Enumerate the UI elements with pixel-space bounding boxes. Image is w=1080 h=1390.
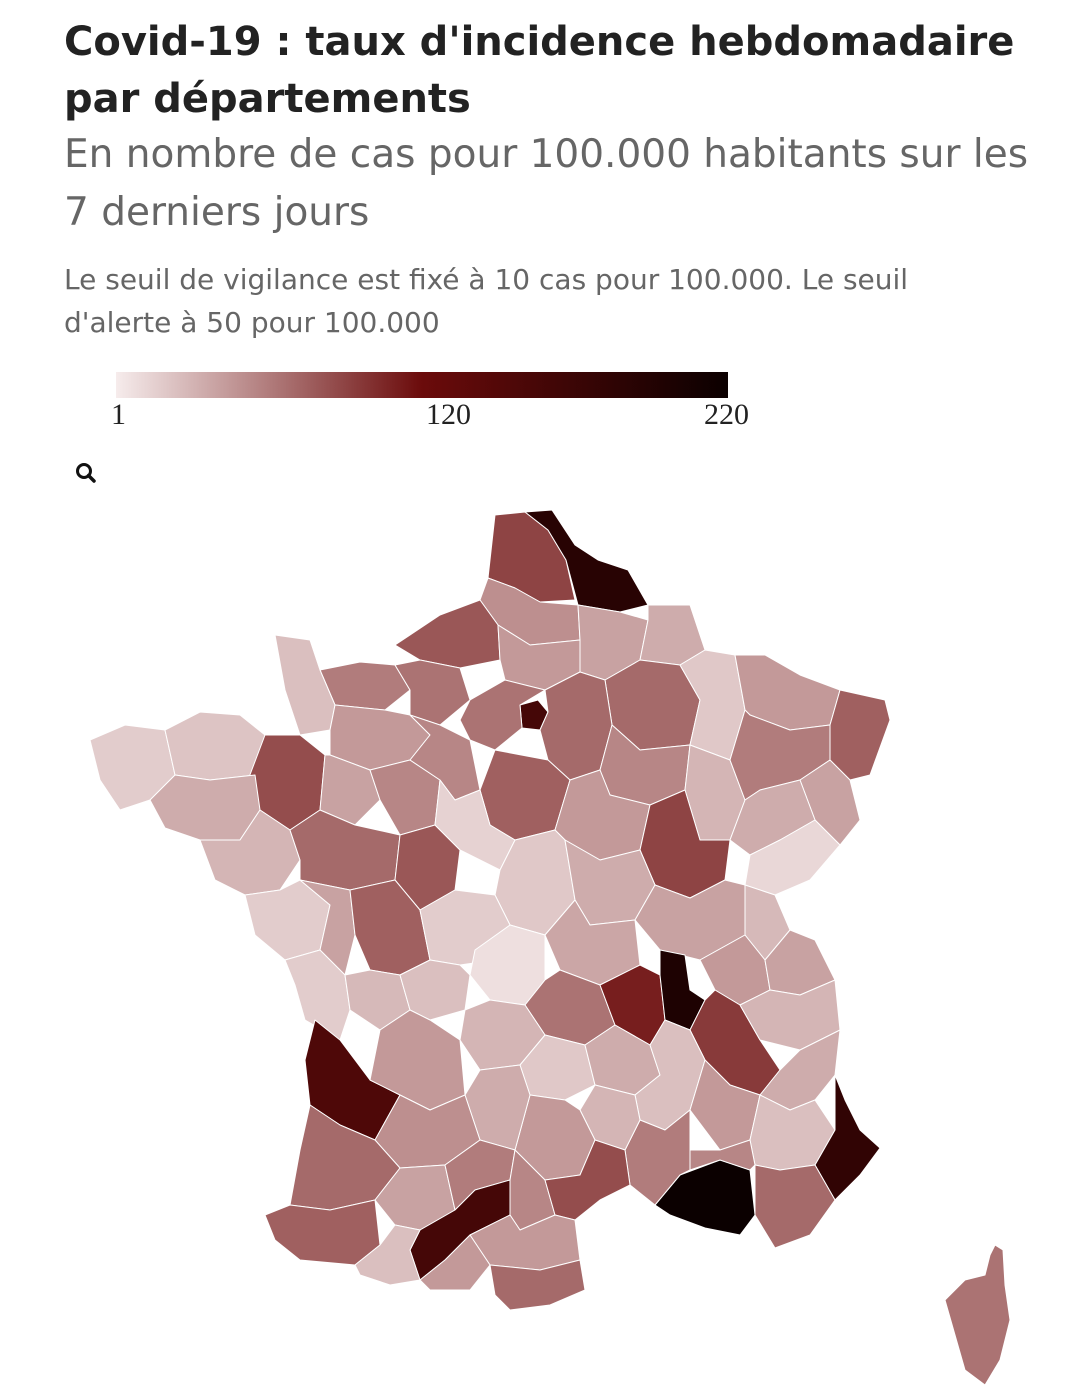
legend-max-label: 220 [704, 398, 749, 431]
legend-mid-label: 120 [426, 398, 471, 431]
chart-title: Covid-19 : taux d'incidence hebdomadaire… [64, 19, 1015, 122]
region-eure[interactable] [394, 659, 471, 726]
region-pyrenees-atlantiques[interactable] [264, 1199, 381, 1266]
region-seine-maritime[interactable] [394, 599, 501, 669]
region-loir-et-cher[interactable] [434, 779, 516, 871]
search-button[interactable] [72, 458, 102, 488]
region-maine-et-loire[interactable] [289, 809, 401, 891]
region-vaucluse[interactable] [689, 1139, 756, 1171]
region-pyrenees-orientales[interactable] [489, 1259, 586, 1311]
region-corse[interactable] [944, 1244, 1011, 1386]
region-charente-maritime[interactable] [284, 949, 351, 1041]
region-manche[interactable] [274, 634, 336, 736]
region-ile-de-france-west[interactable] [459, 679, 546, 751]
region-var[interactable] [754, 1164, 836, 1249]
region-savoie[interactable] [739, 979, 841, 1051]
region-hautes-pyrenees[interactable] [354, 1224, 421, 1286]
chart-note: Le seuil de vigilance est fixé à 10 cas … [64, 263, 909, 339]
region-morbihan[interactable] [149, 774, 261, 841]
legend-gradient-bar [116, 372, 728, 398]
chart-subtitle: En nombre de cas pour 100.000 habitants … [64, 132, 1029, 235]
region-cotes-darmor[interactable] [164, 711, 266, 781]
search-icon [76, 463, 96, 483]
region-alpes-maritimes[interactable] [814, 1074, 881, 1201]
france-departments-map [89, 509, 1011, 1386]
legend-min-label: 1 [111, 398, 126, 431]
region-bas-rhin[interactable] [829, 689, 891, 781]
